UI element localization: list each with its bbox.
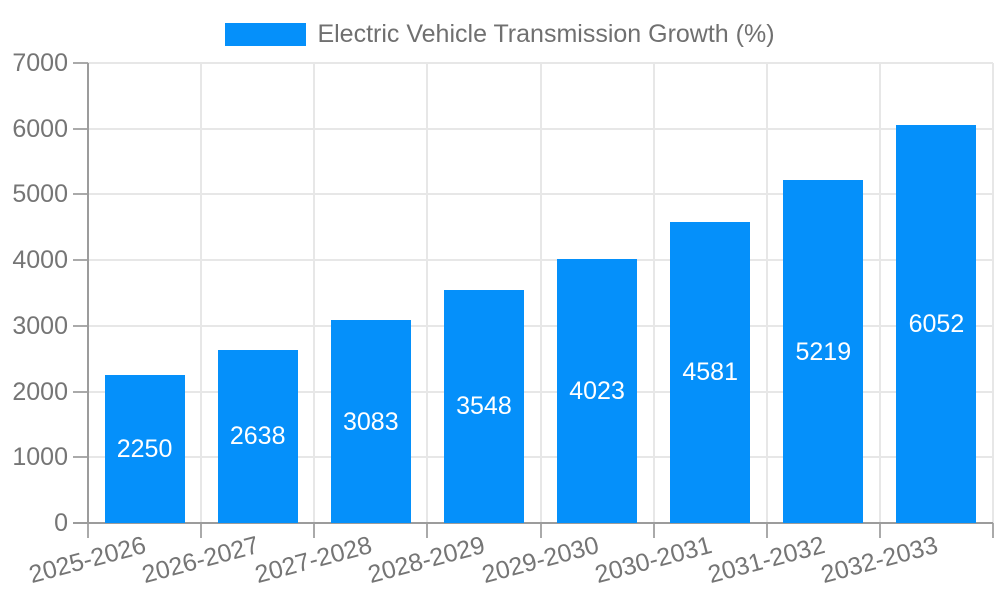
bar-value-label: 4023: [569, 376, 625, 405]
bar-value-label: 2250: [116, 435, 173, 464]
y-tick-label: 7000: [12, 49, 68, 77]
y-tick-label: 4000: [12, 246, 68, 275]
bar-value-label: 3548: [456, 392, 512, 421]
x-axis-tick: [426, 523, 429, 538]
bar[interactable]: [104, 375, 185, 523]
y-tick-label: 3000: [12, 311, 68, 340]
x-axis-tick: [652, 523, 655, 538]
x-axis-tick: [87, 523, 89, 538]
y-axis-tick: [73, 456, 88, 459]
x-axis-tick: [878, 523, 881, 538]
y-axis-tick: [73, 127, 88, 130]
y-axis-tick: [73, 193, 88, 196]
bar-value-label: 6052: [908, 310, 965, 339]
gridline-vertical: [652, 63, 655, 523]
y-tick-label: 6000: [12, 114, 68, 143]
x-axis-tick: [992, 523, 994, 538]
y-tick-label: 5000: [12, 180, 68, 209]
bar-value-label: 2638: [229, 422, 286, 451]
bar[interactable]: [896, 125, 977, 523]
bar[interactable]: [557, 258, 638, 523]
y-tick-label: 0: [54, 509, 68, 537]
x-tick-label: 2032-2033: [817, 531, 941, 589]
gridline-vertical: [992, 63, 994, 523]
x-axis-tick: [539, 523, 542, 538]
bar[interactable]: [330, 320, 411, 523]
bar-value-label: 4581: [682, 358, 738, 387]
x-tick-label: 2029-2030: [478, 531, 602, 589]
gridline-vertical: [765, 63, 768, 523]
bar[interactable]: [443, 289, 524, 523]
y-axis-line: [87, 63, 89, 523]
legend-swatch-icon: [225, 23, 307, 46]
x-tick-label: 2030-2031: [591, 531, 715, 589]
gridline-vertical: [539, 63, 542, 523]
bar[interactable]: [783, 180, 864, 523]
gridline-vertical: [313, 63, 316, 523]
y-axis-tick: [73, 259, 88, 262]
x-tick-label: 2031-2032: [704, 531, 828, 589]
x-tick-label: 2028-2029: [365, 531, 489, 589]
y-tick-label: 2000: [12, 377, 68, 406]
gridline-vertical: [200, 63, 203, 523]
gridline-vertical: [878, 63, 881, 523]
x-tick-label: 2027-2028: [252, 531, 376, 589]
legend-item[interactable]: Electric Vehicle Transmission Growth (%): [225, 20, 775, 49]
bar-value-label: 3083: [343, 407, 399, 436]
x-tick-label: 2025-2026: [26, 531, 149, 589]
y-tick-label: 1000: [12, 443, 68, 472]
y-axis-tick: [73, 324, 88, 327]
gridline-vertical: [426, 63, 429, 523]
bar-value-label: 5219: [795, 337, 852, 366]
chart-legend: Electric Vehicle Transmission Growth (%): [0, 20, 1000, 49]
x-tick-label: 2026-2027: [139, 531, 262, 589]
x-axis-tick: [765, 523, 768, 538]
y-axis-tick: [73, 62, 88, 64]
legend-label: Electric Vehicle Transmission Growth (%): [317, 20, 775, 48]
x-axis-tick: [313, 523, 316, 538]
bar[interactable]: [670, 221, 751, 523]
x-axis-tick: [200, 523, 203, 538]
y-axis-tick: [73, 390, 88, 393]
bar[interactable]: [217, 349, 298, 523]
x-axis-line: [73, 522, 993, 524]
